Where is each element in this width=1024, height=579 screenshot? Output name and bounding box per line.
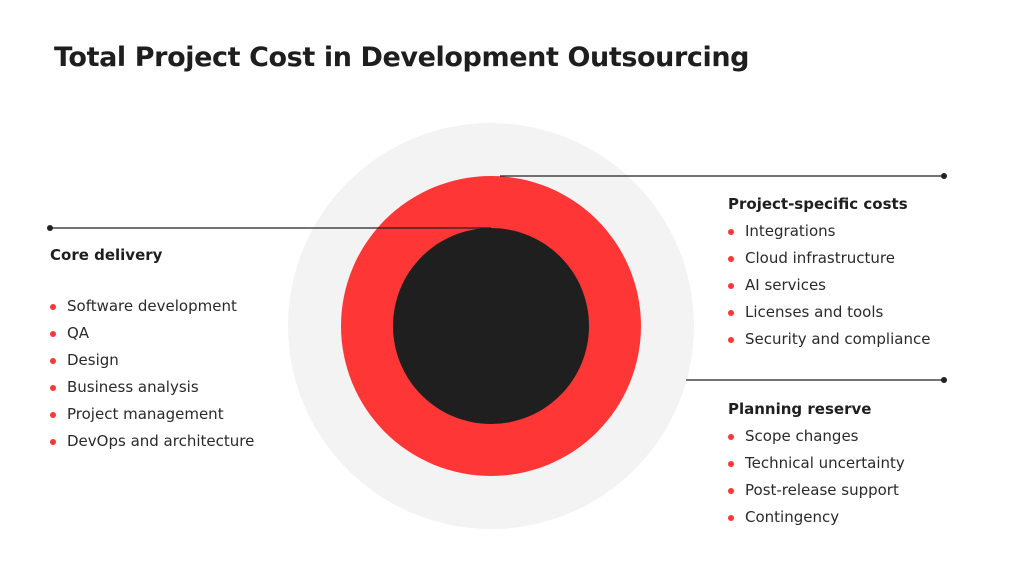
leader-dot-project-specific: [941, 173, 947, 179]
inner-circle-core-delivery: [393, 228, 589, 424]
group-heading-planning-reserve: Planning reserve: [728, 400, 872, 418]
list-item: Contingency: [728, 504, 905, 531]
list-item: Scope changes: [728, 423, 905, 450]
list-item: DevOps and architecture: [50, 428, 254, 455]
list-item: Cloud infrastructure: [728, 245, 930, 272]
page-title: Total Project Cost in Development Outsou…: [54, 42, 750, 73]
group-heading-core-delivery: Core delivery: [50, 246, 163, 264]
list-item: Business analysis: [50, 374, 254, 401]
list-item: Security and compliance: [728, 326, 930, 353]
group-planning-reserve: Planning reserve Scope changes Technical…: [728, 399, 905, 531]
list-item: Licenses and tools: [728, 299, 930, 326]
leader-dot-core-delivery: [47, 225, 53, 231]
leader-dot-planning-reserve: [941, 377, 947, 383]
list-item: Project management: [50, 401, 254, 428]
list-item: QA: [50, 320, 254, 347]
group-project-specific-costs: Project-specific costs Integrations Clou…: [728, 194, 930, 353]
list-planning-reserve: Scope changes Technical uncertainty Post…: [728, 423, 905, 531]
list-project-specific-costs: Integrations Cloud infrastructure AI ser…: [728, 218, 930, 353]
list-item: Post-release support: [728, 477, 905, 504]
list-core-delivery: Software development QA Design Business …: [50, 293, 254, 455]
list-item: Technical uncertainty: [728, 450, 905, 477]
list-item: Integrations: [728, 218, 930, 245]
list-item: Design: [50, 347, 254, 374]
list-item: Software development: [50, 293, 254, 320]
group-heading-project-specific-costs: Project-specific costs: [728, 195, 908, 213]
group-core-delivery: Core delivery Software development QA De…: [50, 245, 254, 455]
list-item: AI services: [728, 272, 930, 299]
